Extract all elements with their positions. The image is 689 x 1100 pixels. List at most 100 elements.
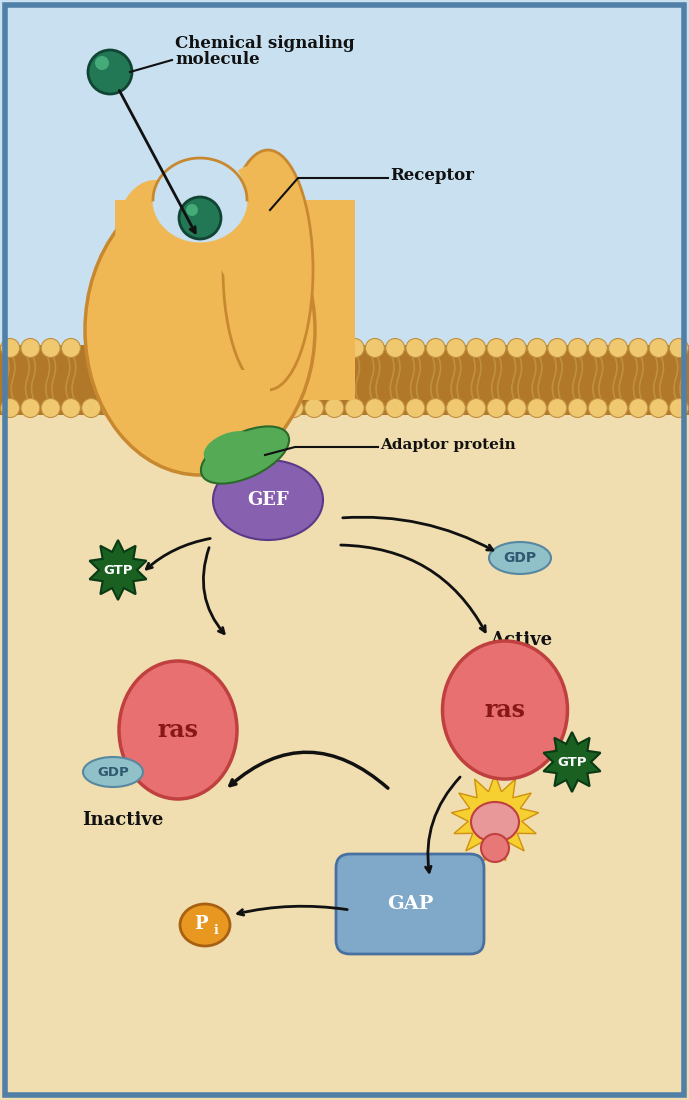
Bar [0, 415, 689, 1100]
Circle shape [487, 398, 506, 418]
Circle shape [143, 398, 161, 418]
Circle shape [670, 398, 688, 418]
Text: Chemical signaling: Chemical signaling [175, 35, 355, 52]
Circle shape [102, 398, 121, 418]
Ellipse shape [489, 542, 551, 574]
Circle shape [446, 339, 466, 358]
Circle shape [325, 398, 344, 418]
Circle shape [608, 339, 628, 358]
Bar [0, 345, 689, 415]
Text: GTP: GTP [557, 756, 587, 769]
Circle shape [507, 339, 526, 358]
Circle shape [426, 398, 445, 418]
Circle shape [285, 339, 303, 358]
Circle shape [95, 56, 109, 70]
Ellipse shape [180, 904, 230, 946]
Circle shape [186, 204, 198, 216]
Bar [140, 370, 270, 450]
Circle shape [41, 339, 60, 358]
Circle shape [345, 339, 364, 358]
Text: Adaptor protein: Adaptor protein [380, 438, 516, 452]
Circle shape [183, 398, 202, 418]
Circle shape [163, 398, 182, 418]
Circle shape [179, 197, 221, 239]
Circle shape [446, 398, 466, 418]
Text: P: P [194, 915, 208, 933]
Circle shape [466, 339, 486, 358]
Circle shape [285, 398, 303, 418]
Circle shape [305, 339, 324, 358]
Text: GAP: GAP [387, 895, 433, 913]
Text: Inactive: Inactive [82, 811, 163, 829]
Circle shape [61, 339, 81, 358]
Circle shape [264, 398, 283, 418]
Circle shape [244, 398, 263, 418]
Ellipse shape [223, 150, 313, 390]
Ellipse shape [83, 757, 143, 786]
Circle shape [629, 398, 648, 418]
Circle shape [568, 339, 587, 358]
Circle shape [487, 339, 506, 358]
Circle shape [548, 339, 567, 358]
Text: Active: Active [490, 631, 552, 649]
Text: GDP: GDP [97, 766, 129, 779]
Circle shape [345, 398, 364, 418]
Text: Receptor: Receptor [390, 166, 474, 184]
Circle shape [406, 339, 425, 358]
Ellipse shape [213, 460, 323, 540]
Ellipse shape [471, 802, 519, 842]
Circle shape [61, 398, 81, 418]
Text: ras: ras [158, 718, 198, 743]
Ellipse shape [152, 157, 247, 242]
Circle shape [670, 339, 688, 358]
Ellipse shape [212, 165, 298, 295]
Ellipse shape [201, 427, 289, 484]
Circle shape [41, 398, 60, 418]
Circle shape [1, 398, 19, 418]
Circle shape [507, 398, 526, 418]
Circle shape [629, 339, 648, 358]
Bar [115, 200, 355, 400]
Circle shape [82, 398, 101, 418]
Text: GEF: GEF [247, 491, 289, 509]
Circle shape [386, 398, 404, 418]
Text: GTP: GTP [103, 563, 133, 576]
Circle shape [203, 398, 223, 418]
Circle shape [608, 398, 628, 418]
Circle shape [548, 398, 567, 418]
Circle shape [528, 398, 546, 418]
Polygon shape [451, 774, 539, 860]
Circle shape [426, 339, 445, 358]
Circle shape [649, 398, 668, 418]
Circle shape [481, 834, 509, 862]
Circle shape [325, 339, 344, 358]
Circle shape [305, 398, 324, 418]
Circle shape [466, 398, 486, 418]
Circle shape [21, 398, 40, 418]
Circle shape [365, 339, 384, 358]
Circle shape [21, 339, 40, 358]
Circle shape [406, 398, 425, 418]
Ellipse shape [204, 431, 256, 465]
Ellipse shape [115, 180, 195, 300]
Circle shape [386, 339, 404, 358]
Circle shape [122, 398, 141, 418]
Ellipse shape [155, 150, 245, 240]
Circle shape [365, 398, 384, 418]
Polygon shape [90, 540, 147, 600]
Circle shape [1, 339, 19, 358]
Text: GDP: GDP [504, 551, 537, 565]
Circle shape [223, 398, 243, 418]
Ellipse shape [442, 641, 568, 779]
Circle shape [568, 398, 587, 418]
Ellipse shape [85, 185, 315, 475]
Text: ras: ras [484, 698, 526, 722]
Circle shape [649, 339, 668, 358]
Text: molecule: molecule [175, 51, 260, 68]
Circle shape [588, 398, 607, 418]
FancyBboxPatch shape [336, 854, 484, 954]
Text: i: i [214, 924, 218, 937]
Circle shape [588, 339, 607, 358]
Circle shape [528, 339, 546, 358]
Circle shape [88, 50, 132, 94]
